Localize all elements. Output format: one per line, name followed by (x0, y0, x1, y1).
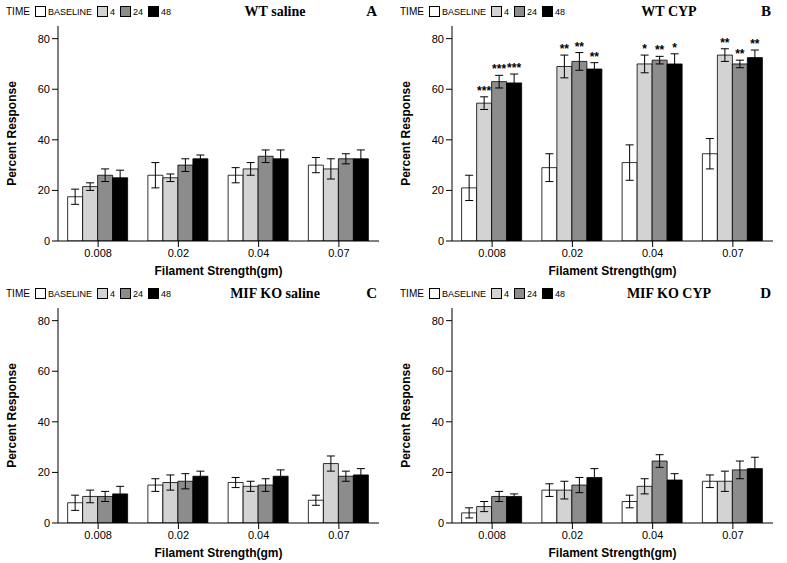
svg-text:0.008: 0.008 (478, 529, 506, 541)
svg-text:0.02: 0.02 (168, 247, 189, 259)
html-text:MIF KO CYP: MIF KO CYP (626, 286, 712, 301)
svg-text:*: * (672, 41, 677, 55)
svg-text:Filament Strength(gm): Filament Strength(gm) (155, 546, 283, 560)
svg-text:20: 20 (38, 184, 50, 196)
html-text:48: 48 (555, 6, 565, 17)
svg-text:Filament Strength(gm): Filament Strength(gm) (549, 546, 677, 560)
html-text:TIME: TIME (400, 6, 424, 17)
html-text:4: 4 (503, 6, 509, 17)
html-text:24: 24 (132, 6, 143, 17)
svg-text:0.07: 0.07 (328, 529, 349, 541)
svg-text:80: 80 (432, 315, 444, 327)
svg-text:80: 80 (38, 33, 50, 45)
svg-text:80: 80 (38, 315, 50, 327)
html-text:A: A (366, 3, 377, 19)
svg-text:**: ** (750, 37, 760, 51)
svg-text:***: *** (477, 84, 491, 98)
svg-text:Percent Response: Percent Response (8, 363, 19, 468)
html-text:48: 48 (161, 288, 171, 299)
html-text:24: 24 (526, 288, 537, 299)
svg-text:**: ** (575, 40, 585, 54)
svg-text:60: 60 (38, 83, 50, 95)
html-text:24: 24 (526, 6, 537, 17)
svg-text:**: ** (560, 42, 570, 56)
svg-text:***: *** (507, 61, 521, 75)
svg-text:0.04: 0.04 (642, 529, 663, 541)
svg-text:Percent Response: Percent Response (399, 81, 413, 186)
svg-text:60: 60 (38, 365, 50, 377)
svg-text:0.02: 0.02 (562, 529, 583, 541)
svg-text:0.008: 0.008 (84, 247, 112, 259)
svg-text:0: 0 (438, 235, 444, 247)
html-text:WT saline: WT saline (244, 4, 306, 19)
svg-text:Percent Response: Percent Response (399, 363, 413, 468)
svg-text:Percent Response: Percent Response (8, 81, 19, 186)
svg-text:***: *** (492, 62, 506, 76)
html-text:48: 48 (555, 288, 565, 299)
svg-text:0: 0 (44, 517, 50, 529)
html-text:WT CYP: WT CYP (641, 4, 697, 19)
svg-text:60: 60 (432, 365, 444, 377)
svg-text:0.008: 0.008 (478, 247, 506, 259)
svg-text:**: ** (735, 47, 745, 61)
svg-text:0.07: 0.07 (722, 247, 743, 259)
svg-text:**: ** (590, 50, 600, 64)
svg-text:0: 0 (44, 235, 50, 247)
html-text:BASELINE: BASELINE (47, 6, 92, 17)
svg-text:20: 20 (38, 466, 50, 478)
html-text:D: D (760, 285, 771, 301)
svg-text:*: * (642, 42, 647, 56)
html-text:4: 4 (109, 6, 115, 17)
svg-text:**: ** (720, 36, 730, 50)
svg-text:0.02: 0.02 (562, 247, 583, 259)
svg-text:20: 20 (432, 184, 444, 196)
html-text:BASELINE: BASELINE (441, 288, 486, 299)
html-text:TIME: TIME (6, 6, 30, 17)
html-text:4: 4 (109, 288, 115, 299)
html-text:C: C (366, 285, 377, 301)
svg-text:Filament Strength(gm): Filament Strength(gm) (549, 264, 677, 278)
html-text:24: 24 (132, 288, 143, 299)
svg-text:0.04: 0.04 (248, 247, 269, 259)
svg-text:0.04: 0.04 (642, 247, 663, 259)
svg-text:0.07: 0.07 (328, 247, 349, 259)
svg-text:0: 0 (438, 517, 444, 529)
svg-text:40: 40 (432, 416, 444, 428)
svg-text:40: 40 (432, 134, 444, 146)
svg-text:0.07: 0.07 (722, 529, 743, 541)
html-text:TIME: TIME (6, 288, 30, 299)
html-text:BASELINE: BASELINE (441, 6, 486, 17)
svg-text:0.04: 0.04 (248, 529, 269, 541)
svg-text:20: 20 (432, 466, 444, 478)
svg-text:**: ** (655, 43, 665, 57)
html-text:48: 48 (161, 6, 171, 17)
svg-text:40: 40 (38, 416, 50, 428)
html-text:TIME: TIME (400, 288, 424, 299)
svg-text:0.008: 0.008 (84, 529, 112, 541)
html-text:B: B (761, 3, 771, 19)
html-text:MIF KO saline: MIF KO saline (230, 286, 320, 301)
svg-text:40: 40 (38, 134, 50, 146)
svg-text:60: 60 (432, 83, 444, 95)
svg-text:0.02: 0.02 (168, 529, 189, 541)
html-text:BASELINE: BASELINE (47, 288, 92, 299)
html-text:4: 4 (503, 288, 509, 299)
svg-text:80: 80 (432, 33, 444, 45)
svg-text:Filament Strength(gm): Filament Strength(gm) (155, 264, 283, 278)
